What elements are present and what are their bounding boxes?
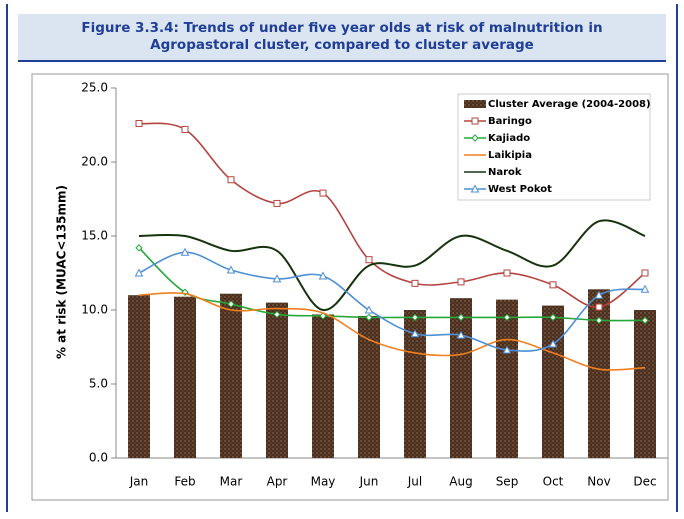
- marker: [135, 120, 143, 128]
- marker: [135, 244, 143, 252]
- marker: [134, 268, 144, 277]
- legend-label: Baringo: [488, 116, 532, 127]
- marker: [411, 313, 419, 322]
- y-axis-label: % at risk (MUAC<135mm): [55, 185, 69, 359]
- marker: [273, 199, 281, 207]
- bar: [404, 310, 426, 458]
- y-tick-label: 25.0: [81, 81, 108, 95]
- x-tick-label: Oct: [543, 475, 564, 489]
- legend-swatch: [464, 100, 486, 108]
- x-tick-label: Mar: [220, 475, 243, 489]
- bar: [634, 310, 656, 458]
- x-tick-label: Sep: [496, 475, 519, 489]
- bar: [220, 293, 242, 458]
- marker: [410, 329, 420, 338]
- marker: [181, 125, 189, 133]
- y-tick-label: 0.0: [89, 451, 108, 465]
- y-tick-label: 5.0: [89, 377, 108, 391]
- bar: [128, 295, 150, 458]
- marker: [470, 184, 480, 193]
- x-tick-label: Jan: [129, 475, 149, 489]
- x-tick-label: May: [311, 475, 336, 489]
- marker: [180, 247, 190, 256]
- x-tick-label: Jun: [359, 475, 379, 489]
- x-tick-label: Jul: [407, 475, 422, 489]
- bar: [266, 302, 288, 458]
- marker: [595, 316, 603, 325]
- marker: [227, 300, 235, 308]
- x-tick-label: Aug: [449, 475, 472, 489]
- marker: [594, 290, 604, 299]
- page-frame: [6, 4, 678, 512]
- y-tick-label: 10.0: [81, 303, 108, 317]
- marker: [471, 134, 479, 142]
- marker: [503, 269, 511, 277]
- marker: [641, 269, 649, 277]
- bar: [174, 296, 196, 458]
- bar: [450, 298, 472, 458]
- marker: [319, 312, 327, 320]
- bar: [542, 305, 564, 458]
- marker: [457, 278, 465, 286]
- bar: [496, 299, 518, 458]
- header: Figure 3.3.4: Trends of under five year …: [18, 14, 666, 62]
- legend-label: Laikipia: [488, 150, 532, 161]
- x-tick-label: Nov: [587, 475, 610, 489]
- y-tick-label: 20.0: [81, 155, 108, 169]
- legend-box: [457, 93, 651, 201]
- marker: [364, 305, 374, 314]
- marker: [318, 271, 328, 280]
- y-tick-label: 15.0: [81, 229, 108, 243]
- marker: [365, 313, 373, 322]
- line: [138, 292, 646, 371]
- legend-label: Cluster Average (2004-2008): [488, 99, 651, 110]
- marker: [226, 265, 236, 274]
- legend-label: Kajiado: [488, 133, 530, 144]
- bar: [312, 314, 334, 458]
- marker: [457, 313, 465, 322]
- marker: [456, 330, 466, 339]
- chart-title: Figure 3.3.4: Trends of under five year …: [81, 20, 603, 53]
- marker: [640, 284, 650, 293]
- marker: [227, 176, 235, 184]
- marker: [273, 310, 281, 319]
- bar: [358, 315, 380, 458]
- x-tick-label: Feb: [174, 475, 195, 489]
- marker: [411, 279, 419, 287]
- x-tick-label: Apr: [267, 475, 288, 489]
- marker: [595, 303, 603, 311]
- marker: [548, 339, 558, 348]
- marker: [365, 256, 373, 264]
- x-tick-label: Dec: [633, 475, 656, 489]
- marker: [641, 316, 649, 325]
- line: [138, 251, 646, 352]
- marker: [502, 345, 512, 354]
- marker: [549, 313, 557, 322]
- line: [138, 219, 646, 311]
- legend-label: West Pokot: [488, 184, 552, 195]
- bar: [588, 289, 610, 458]
- marker: [549, 281, 557, 289]
- legend-label: Narok: [488, 167, 522, 178]
- marker: [319, 189, 327, 197]
- marker: [503, 313, 511, 322]
- marker: [471, 117, 479, 125]
- marker: [272, 274, 282, 283]
